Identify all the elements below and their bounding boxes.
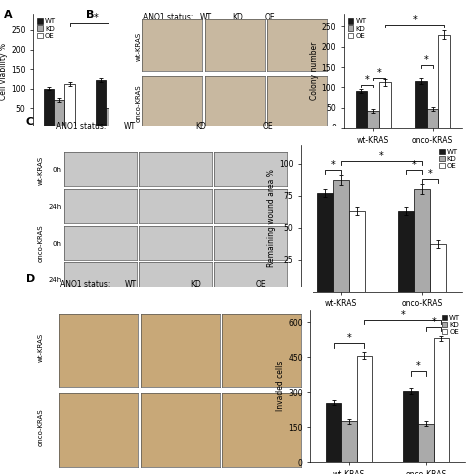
Text: *: * — [431, 317, 436, 327]
Y-axis label: Colony number: Colony number — [310, 42, 319, 100]
Text: KD: KD — [191, 280, 201, 289]
Text: B: B — [86, 9, 95, 19]
Bar — [333, 180, 349, 292]
Bar — [356, 356, 372, 462]
Text: *: * — [379, 151, 384, 161]
Text: wt-KRAS: wt-KRAS — [37, 155, 43, 184]
Text: *: * — [411, 160, 416, 170]
Text: ANO1 status:: ANO1 status: — [143, 13, 193, 22]
Text: onco-KRAS: onco-KRAS — [136, 84, 142, 122]
Text: *: * — [346, 333, 351, 343]
Bar — [379, 82, 391, 128]
Text: *: * — [412, 15, 417, 25]
Text: onco-KRAS: onco-KRAS — [37, 409, 43, 446]
Text: D: D — [26, 274, 35, 284]
Bar — [418, 424, 434, 462]
Text: A: A — [4, 9, 13, 19]
Bar — [430, 244, 446, 292]
Bar — [427, 109, 438, 128]
Text: 24h: 24h — [48, 277, 62, 283]
Text: onco-KRAS: onco-KRAS — [37, 225, 43, 262]
Text: ANO1 status:: ANO1 status: — [60, 280, 110, 289]
Bar — [398, 211, 414, 292]
Text: KD: KD — [232, 13, 243, 22]
Bar — [414, 189, 430, 292]
Text: *: * — [93, 13, 98, 23]
Y-axis label: Invaded cells: Invaded cells — [276, 361, 285, 411]
Bar — [96, 80, 106, 128]
Text: wt-KRAS: wt-KRAS — [136, 31, 142, 61]
Bar — [326, 402, 341, 462]
Legend: WT, KD, OE: WT, KD, OE — [36, 18, 57, 39]
Bar — [117, 29, 127, 128]
Bar — [64, 84, 75, 128]
Text: 24h: 24h — [48, 204, 62, 210]
Text: *: * — [377, 68, 382, 78]
Text: wt-KRAS: wt-KRAS — [37, 333, 43, 362]
Text: WT: WT — [124, 122, 136, 131]
Text: OE: OE — [256, 280, 266, 289]
Bar — [403, 391, 418, 462]
Bar — [434, 338, 449, 462]
Bar — [367, 111, 379, 128]
Text: *: * — [401, 310, 405, 320]
Text: *: * — [114, 36, 119, 46]
Y-axis label: Remaining wound area %: Remaining wound area % — [267, 169, 276, 267]
Text: C: C — [26, 118, 34, 128]
Text: OE: OE — [264, 13, 275, 22]
Text: *: * — [424, 55, 429, 65]
Bar — [349, 211, 365, 292]
Text: 0h: 0h — [53, 167, 62, 173]
Text: 0h: 0h — [53, 240, 62, 246]
Text: *: * — [416, 361, 421, 371]
Bar — [106, 108, 117, 128]
Text: WT: WT — [200, 13, 212, 22]
Y-axis label: Cell viability %: Cell viability % — [0, 43, 8, 100]
Bar — [54, 100, 64, 128]
Text: *: * — [365, 75, 370, 85]
Bar — [341, 421, 356, 462]
Legend: WT, KD, OE: WT, KD, OE — [438, 148, 459, 170]
Text: *: * — [428, 169, 432, 179]
Bar — [356, 91, 367, 128]
Bar — [415, 81, 427, 128]
Text: *: * — [331, 160, 336, 170]
Bar — [438, 35, 450, 128]
Bar — [44, 89, 54, 128]
Bar — [317, 193, 333, 292]
Legend: WT, KD, OE: WT, KD, OE — [441, 314, 461, 336]
Text: OE: OE — [263, 122, 273, 131]
Text: ANO1 status:: ANO1 status: — [56, 122, 107, 131]
Legend: WT, KD, OE: WT, KD, OE — [347, 18, 367, 39]
Text: WT: WT — [125, 280, 137, 289]
Text: KD: KD — [195, 122, 206, 131]
